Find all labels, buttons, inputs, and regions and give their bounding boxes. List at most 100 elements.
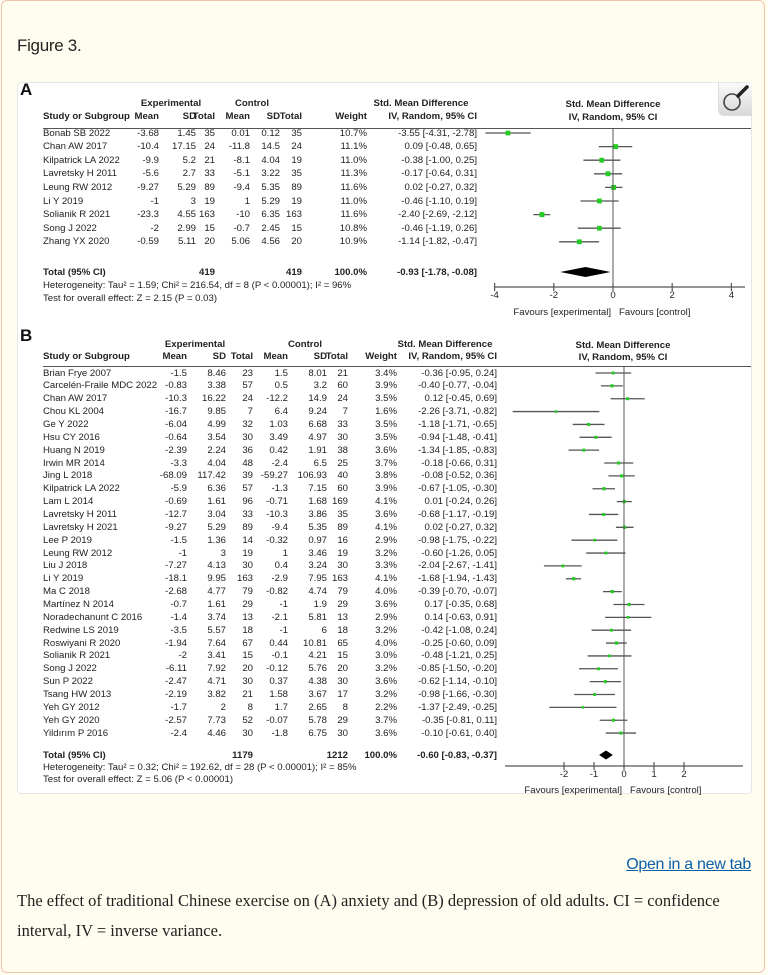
- study-cell: 4.55: [177, 209, 196, 221]
- column-header: IV, Random, 95% CI: [388, 110, 477, 122]
- study-cell: -2.04 [-2.67, -1.41]: [418, 560, 497, 572]
- study-cell: 5.29: [207, 521, 226, 533]
- study-cell: 3.9%: [375, 483, 397, 495]
- effect-size-point: [611, 184, 617, 190]
- study-cell: -10.4: [137, 141, 159, 153]
- study-cell: -1.8: [271, 727, 288, 739]
- study-cell: 60: [337, 483, 348, 495]
- effect-size-point: [605, 171, 611, 177]
- study-cell: 4.99: [207, 418, 226, 430]
- study-cell: -1.5: [170, 534, 187, 546]
- study-cell: 18: [242, 624, 253, 636]
- study-cell: -0.98 [-1.75, -0.22]: [418, 534, 497, 546]
- column-header: Study or Subgroup: [43, 110, 130, 122]
- study-cell: 1.9: [313, 598, 327, 610]
- total-ctl-n: 419: [285, 266, 302, 278]
- study-cell: 9.24: [308, 406, 327, 418]
- group-header-control: Control: [287, 338, 323, 350]
- study-name: Sun P 2022: [43, 676, 93, 688]
- column-header: SD: [212, 350, 226, 362]
- study-cell: -9.4: [271, 521, 288, 533]
- study-cell: 5.76: [308, 663, 327, 675]
- study-cell: -0.12: [266, 663, 288, 675]
- study-cell: -2.9: [271, 573, 288, 585]
- study-cell: 1.7: [274, 701, 288, 713]
- study-cell: 0.17 [-0.35, 0.68]: [424, 598, 497, 610]
- column-header: Mean: [225, 110, 250, 122]
- group-header-experimental: Experimental: [164, 338, 226, 350]
- study-cell: 2.2%: [375, 701, 397, 713]
- study-cell: 48: [242, 457, 253, 469]
- study-name: Song J 2022: [43, 222, 97, 234]
- study-cell: 7.92: [207, 663, 226, 675]
- plot-subheader: IV, Random, 95% CI: [568, 111, 658, 123]
- study-cell: 6.75: [308, 727, 327, 739]
- study-cell: 5.35: [308, 521, 327, 533]
- study-cell: 1: [282, 547, 288, 559]
- study-cell: 0.12: [261, 127, 280, 139]
- column-header: Total: [325, 350, 348, 362]
- study-name: Hsu CY 2016: [43, 431, 100, 443]
- effect-size-point: [571, 577, 576, 581]
- study-cell: 17.15: [171, 141, 196, 153]
- study-cell: 24: [242, 393, 253, 405]
- study-cell: 0.09 [-0.48, 0.65]: [404, 141, 477, 153]
- effect-size-point: [608, 654, 611, 658]
- study-cell: 3.7%: [375, 457, 397, 469]
- study-cell: 2.99: [177, 222, 196, 234]
- study-cell: -11.8: [228, 141, 250, 153]
- study-cell: 3.2%: [375, 624, 397, 636]
- study-name: Lee P 2019: [43, 534, 92, 546]
- study-cell: 5.78: [308, 714, 327, 726]
- study-cell: -0.83: [165, 380, 187, 392]
- study-cell: -2.68: [165, 586, 187, 598]
- effect-size-point: [626, 397, 630, 401]
- study-cell: 1.58: [269, 689, 288, 700]
- study-cell: 4.1%: [375, 573, 397, 585]
- effect-size-point: [587, 422, 591, 426]
- study-cell: 10.9%: [339, 236, 367, 248]
- study-cell: 4.1%: [375, 496, 397, 508]
- total-ctl-n: 1212: [326, 749, 348, 761]
- study-cell: 89: [204, 181, 215, 193]
- study-cell: -2.47: [165, 676, 187, 688]
- study-cell: 8.46: [207, 367, 226, 379]
- study-cell: -0.67 [-1.05, -0.30]: [418, 483, 497, 495]
- study-cell: 79: [337, 586, 348, 598]
- study-cell: 30: [337, 727, 348, 739]
- study-cell: -0.10 [-0.61, 0.40]: [421, 727, 497, 739]
- study-cell: 0.97: [308, 534, 327, 546]
- zoom-button[interactable]: [718, 83, 752, 116]
- study-cell: 5.06: [231, 236, 250, 248]
- open-in-new-tab-link[interactable]: Open in a new tab: [626, 856, 751, 873]
- study-cell: 7.15: [308, 483, 327, 495]
- study-cell: 7.64: [207, 637, 226, 649]
- study-cell: 38: [337, 444, 348, 456]
- study-cell: 117.42: [197, 470, 226, 482]
- study-cell: 169: [331, 496, 348, 508]
- column-header: SD: [182, 110, 196, 122]
- effect-size-point: [611, 371, 615, 375]
- study-cell: 29: [337, 598, 348, 610]
- study-cell: -12.2: [266, 393, 288, 405]
- effect-size-point: [597, 225, 602, 231]
- study-cell: 14.5: [261, 141, 280, 153]
- study-cell: 16: [337, 534, 348, 546]
- study-cell: 89: [242, 521, 253, 533]
- study-cell: 3.04: [207, 508, 226, 520]
- column-header: Mean: [162, 350, 187, 362]
- study-cell: 4.21: [308, 650, 327, 662]
- column-header: Total: [230, 350, 253, 362]
- study-cell: 10.8%: [339, 222, 367, 234]
- study-cell: 3.6%: [375, 676, 397, 688]
- study-cell: 0.12 [-0.45, 0.69]: [424, 393, 497, 405]
- effect-size-point: [617, 461, 621, 465]
- study-cell: 3: [190, 195, 196, 207]
- effect-size-point: [582, 448, 586, 452]
- heterogeneity-text: Heterogeneity: Tau² = 0.32; Chi² = 192.6…: [43, 761, 357, 773]
- study-cell: -2.57: [165, 714, 187, 726]
- study-name: Martínez N 2014: [43, 598, 114, 610]
- effect-size-point: [576, 239, 582, 245]
- study-name: Yeh GY 2020: [43, 714, 100, 726]
